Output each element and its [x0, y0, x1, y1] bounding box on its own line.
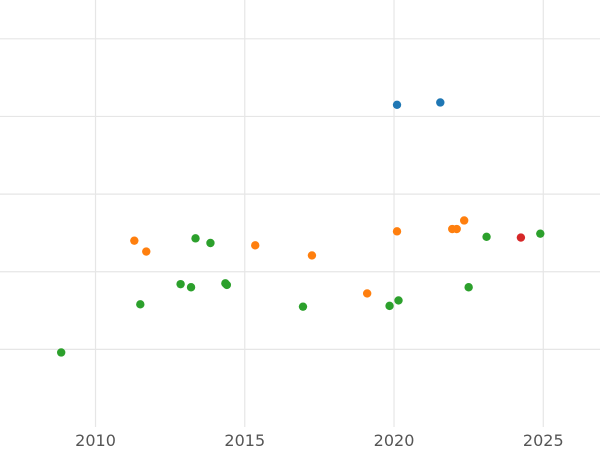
data-point-s2-7 [222, 280, 232, 290]
data-point-s1-8 [459, 216, 469, 225]
data-point-s2-1 [136, 300, 145, 309]
data-point-s1-7 [452, 224, 461, 234]
data-point-s2-3 [186, 283, 196, 292]
data-point-s3-0 [516, 233, 526, 242]
data-point-s2-10 [394, 296, 403, 305]
data-point-s2-2 [176, 279, 185, 289]
data-point-s0-0 [392, 100, 402, 110]
data-point-s2-11 [464, 283, 473, 292]
x-axis-tick-labels: 2010 2015 2020 2025 [75, 431, 563, 450]
data-point-s0-1 [436, 98, 445, 107]
y-gridlines [0, 38, 600, 350]
x-tick-label-2: 2020 [374, 431, 415, 450]
data-point-s2-8 [298, 302, 308, 311]
data-point-s2-13 [536, 229, 545, 238]
data-point-s1-5 [392, 227, 402, 236]
data-point-s1-0 [130, 236, 139, 245]
x-tick-label-0: 2010 [75, 431, 116, 450]
data-point-s1-2 [251, 241, 260, 250]
data-point-s2-12 [482, 232, 491, 241]
data-point-s2-5 [206, 238, 215, 248]
data-points [56, 98, 545, 357]
x-gridlines [94, 0, 544, 427]
data-point-s2-4 [191, 234, 200, 243]
x-tick-label-1: 2015 [224, 431, 265, 450]
x-tick-label-3: 2025 [523, 431, 564, 450]
data-point-s1-4 [362, 289, 372, 298]
data-point-s1-1 [142, 247, 151, 256]
data-point-s2-0 [56, 348, 66, 357]
data-point-s2-9 [385, 301, 394, 311]
data-point-s1-3 [307, 251, 317, 260]
